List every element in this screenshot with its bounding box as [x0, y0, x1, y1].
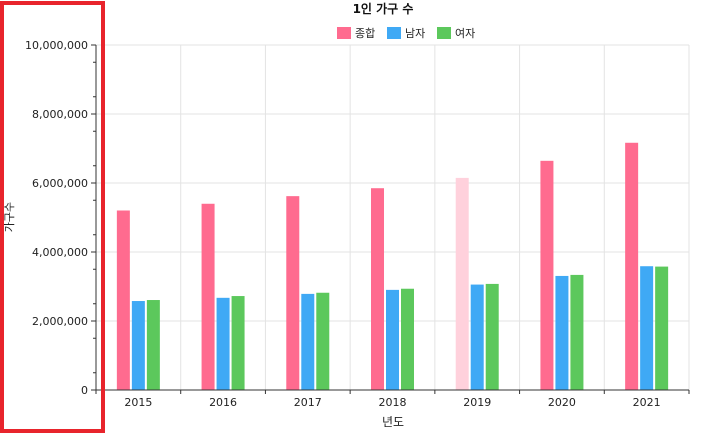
- bar-여자-2021: [655, 266, 669, 390]
- legend-label: 종합: [355, 27, 375, 40]
- bar-남자-2017: [301, 293, 315, 390]
- bar-남자-2020: [555, 275, 569, 390]
- bar-남자-2016: [216, 297, 230, 390]
- y-tick-label: 10,000,000: [25, 39, 88, 52]
- y-tick-label: 8,000,000: [32, 108, 88, 121]
- bar-여자-2018: [401, 288, 414, 390]
- legend: 종합 남자 여자: [337, 27, 475, 40]
- legend-label: 여자: [455, 27, 475, 40]
- highlight-box: [0, 1, 105, 433]
- x-axis-label: 년도: [382, 415, 404, 429]
- bar-종합-2016: [201, 203, 215, 390]
- bar-남자-2021: [640, 266, 654, 390]
- legend-swatch: [437, 27, 451, 39]
- bars: [116, 142, 669, 390]
- tick-labels: 0 2,000,000 4,000,000 6,000,000 8,000,000 10,…: [25, 39, 661, 409]
- bar-종합-2020: [540, 160, 554, 390]
- x-tick-label: 2020: [548, 396, 576, 409]
- gridlines: [95, 44, 690, 391]
- bar-종합-2021: [625, 142, 639, 390]
- legend-swatch: [337, 27, 351, 39]
- bar-여자-2016: [231, 296, 245, 390]
- x-tick-label: 2017: [294, 396, 322, 409]
- x-tick-label: 2019: [463, 396, 491, 409]
- y-tick-label: 2,000,000: [32, 315, 88, 328]
- legend-label: 남자: [405, 27, 425, 40]
- bar-남자-2019: [470, 284, 484, 390]
- bar-종합-2018: [371, 188, 384, 390]
- bar-남자-2018: [386, 289, 399, 390]
- bar-여자-2020: [570, 274, 584, 390]
- bar-종합-2017: [286, 196, 300, 390]
- y-tick-label: 4,000,000: [32, 246, 88, 259]
- bar-여자-2017: [316, 292, 330, 390]
- bar-여자-2019: [485, 283, 499, 390]
- chart-title: 1인 가구 수: [353, 1, 414, 16]
- bar-여자-2015: [146, 300, 160, 390]
- y-axis-label: 가구수: [3, 202, 16, 232]
- axes: [91, 44, 690, 394]
- y-tick-label: 0: [81, 384, 88, 397]
- y-tick-label: 6,000,000: [32, 177, 88, 190]
- bar-종합-2019: [455, 177, 469, 390]
- x-tick-label: 2015: [124, 396, 152, 409]
- x-tick-label: 2021: [633, 396, 661, 409]
- x-tick-label: 2016: [209, 396, 237, 409]
- x-tick-label: 2018: [379, 396, 407, 409]
- legend-swatch: [387, 27, 401, 39]
- bar-남자-2015: [131, 301, 145, 390]
- bar-종합-2015: [116, 210, 130, 390]
